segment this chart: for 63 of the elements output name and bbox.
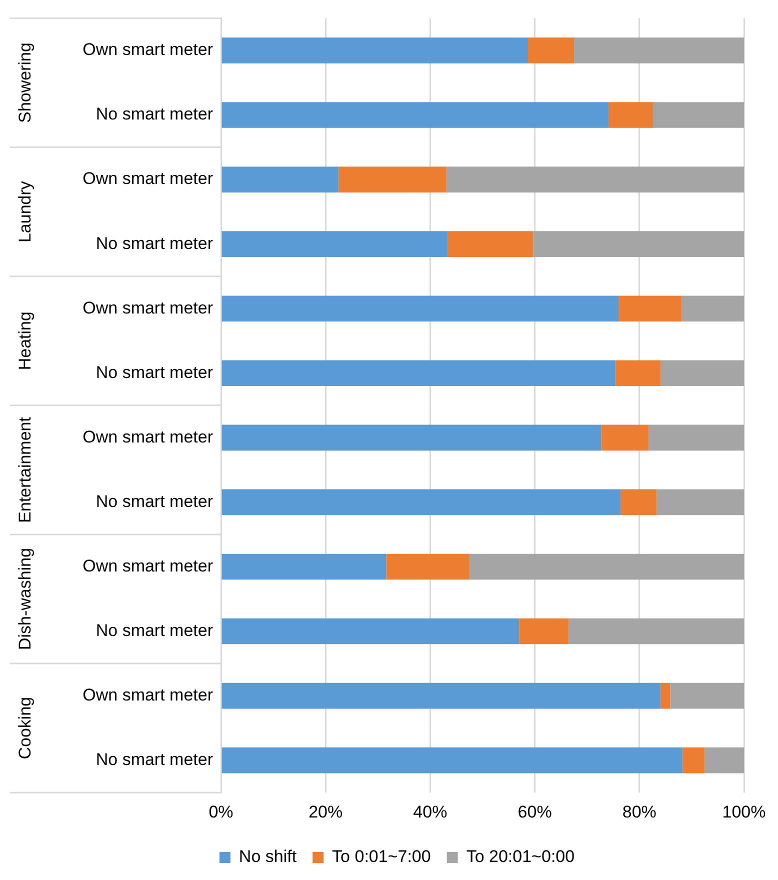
bar xyxy=(618,296,682,322)
bar xyxy=(222,618,520,644)
bar xyxy=(446,166,744,192)
bar xyxy=(386,554,470,580)
bar xyxy=(469,554,744,580)
text: Heating xyxy=(16,312,35,370)
bar xyxy=(660,682,670,709)
bar xyxy=(222,38,528,64)
text: Entertainment xyxy=(16,416,35,523)
bar xyxy=(682,747,705,774)
x-tick-label: 100% xyxy=(722,802,766,822)
bar xyxy=(670,682,744,709)
legend-label: To 20:01~0:00 xyxy=(466,847,575,866)
bar xyxy=(222,296,618,322)
bar xyxy=(222,682,661,709)
y-tick-label: No smart meter xyxy=(96,492,214,511)
text: Laundry xyxy=(16,180,35,243)
x-tick-label: 20% xyxy=(308,802,343,822)
bar xyxy=(338,166,446,192)
bar xyxy=(660,360,744,386)
text: Showering xyxy=(16,42,35,123)
y-tick-label: Own smart meter xyxy=(82,556,214,576)
legend-label: No shift xyxy=(238,847,297,866)
bar xyxy=(620,489,657,516)
x-tick-label: 60% xyxy=(518,802,552,822)
bar xyxy=(528,38,574,64)
y-tick-label: Own smart meter xyxy=(82,298,214,318)
y-tick-label: Own smart meter xyxy=(82,40,214,60)
y-tick-label: No smart meter xyxy=(96,362,214,382)
legend-label: To 0:01~7:00 xyxy=(332,847,431,866)
bar xyxy=(447,231,534,257)
bar xyxy=(222,489,621,516)
y-tick-label: No smart meter xyxy=(96,104,214,124)
text: Dish-washing xyxy=(16,548,35,650)
bar xyxy=(648,424,744,451)
bar xyxy=(601,424,649,451)
text: Cooking xyxy=(16,696,35,760)
bar xyxy=(222,102,609,128)
bar xyxy=(222,554,386,580)
bar xyxy=(519,618,569,644)
bar xyxy=(568,618,744,644)
bar xyxy=(222,424,602,451)
y-tick-label: Own smart meter xyxy=(82,169,214,188)
bar xyxy=(574,38,744,64)
y-tick-label: Own smart meter xyxy=(82,685,214,704)
bar xyxy=(653,102,744,128)
bar xyxy=(222,747,683,774)
y-tick-label: Own smart meter xyxy=(82,427,214,446)
y-tick-label: No smart meter xyxy=(96,620,214,640)
bar xyxy=(533,231,744,257)
bar xyxy=(682,296,744,322)
x-tick-label: 0% xyxy=(208,802,234,822)
bar xyxy=(222,360,616,386)
bar xyxy=(704,747,744,774)
x-tick-label: 80% xyxy=(622,802,656,822)
bar xyxy=(656,489,744,516)
bar xyxy=(222,231,448,257)
y-tick-label: No smart meter xyxy=(96,750,214,770)
y-tick-label: No smart meter xyxy=(96,234,214,253)
x-tick-label: 40% xyxy=(413,802,448,822)
bar xyxy=(608,102,653,128)
bar xyxy=(222,166,339,192)
bar xyxy=(615,360,661,386)
